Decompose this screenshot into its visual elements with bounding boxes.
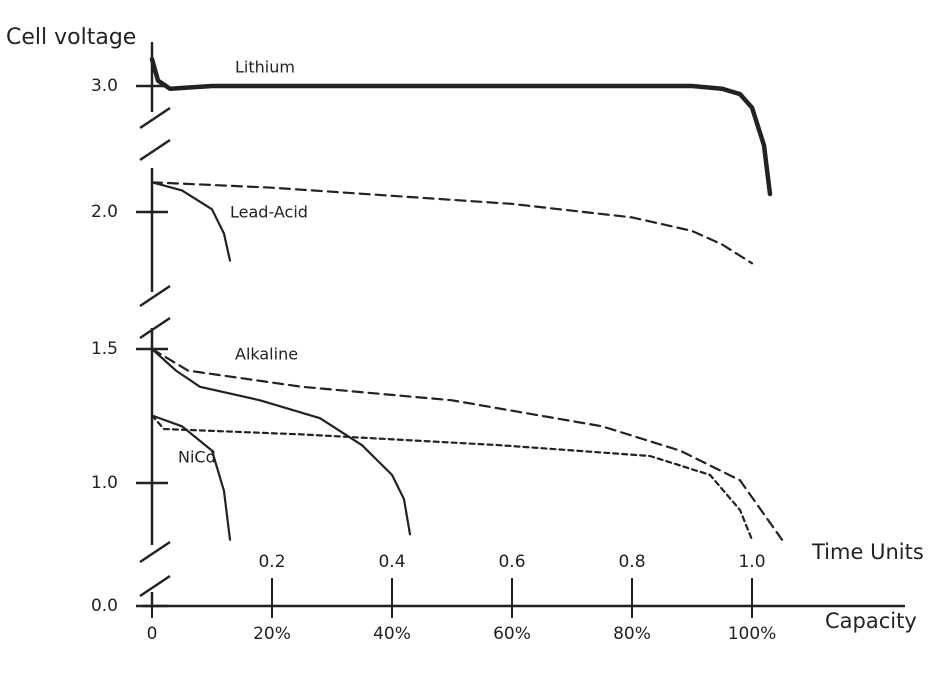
y-tick-label: 0.0 [91, 596, 118, 616]
x2-tick-label: 60% [493, 624, 531, 644]
y-axis-label: Cell voltage [6, 25, 136, 50]
y-tick-label: 2.0 [91, 202, 118, 222]
series-line [152, 416, 230, 540]
series-line [152, 349, 410, 534]
x2-axis-label: Capacity [825, 609, 917, 633]
series-line [152, 416, 752, 540]
y-tick-label: 1.5 [91, 339, 118, 359]
x2-tick-label: 0 [147, 624, 158, 644]
x2-tick-label: 40% [373, 624, 411, 644]
x-tick-label: 0.6 [498, 552, 525, 572]
x-tick-label: 0.4 [378, 552, 405, 572]
y-axis [140, 42, 905, 606]
series-label: Lithium [235, 58, 295, 77]
x2-tick-label: 80% [613, 624, 651, 644]
y-tick-label: 3.0 [91, 76, 118, 96]
series-line [152, 182, 752, 263]
x-tick-label: 1.0 [738, 552, 765, 572]
series-line [152, 59, 770, 194]
chart: Cell voltage Time Units Capacity 0.0 1.0 1… [0, 0, 949, 670]
y-tick-label: 1.0 [91, 473, 118, 493]
x2-tick-label: 20% [253, 624, 291, 644]
x-tick-label: 0.8 [618, 552, 645, 572]
series-label: Lead-Acid [230, 203, 308, 222]
series-label: NiCd [178, 448, 216, 467]
x2-tick-label: 100% [728, 624, 777, 644]
series-line [152, 349, 782, 540]
x-tick-label: 0.2 [258, 552, 285, 572]
series-line [152, 182, 230, 260]
x-axis-label: Time Units [811, 540, 924, 564]
series-label: Alkaline [235, 345, 298, 364]
